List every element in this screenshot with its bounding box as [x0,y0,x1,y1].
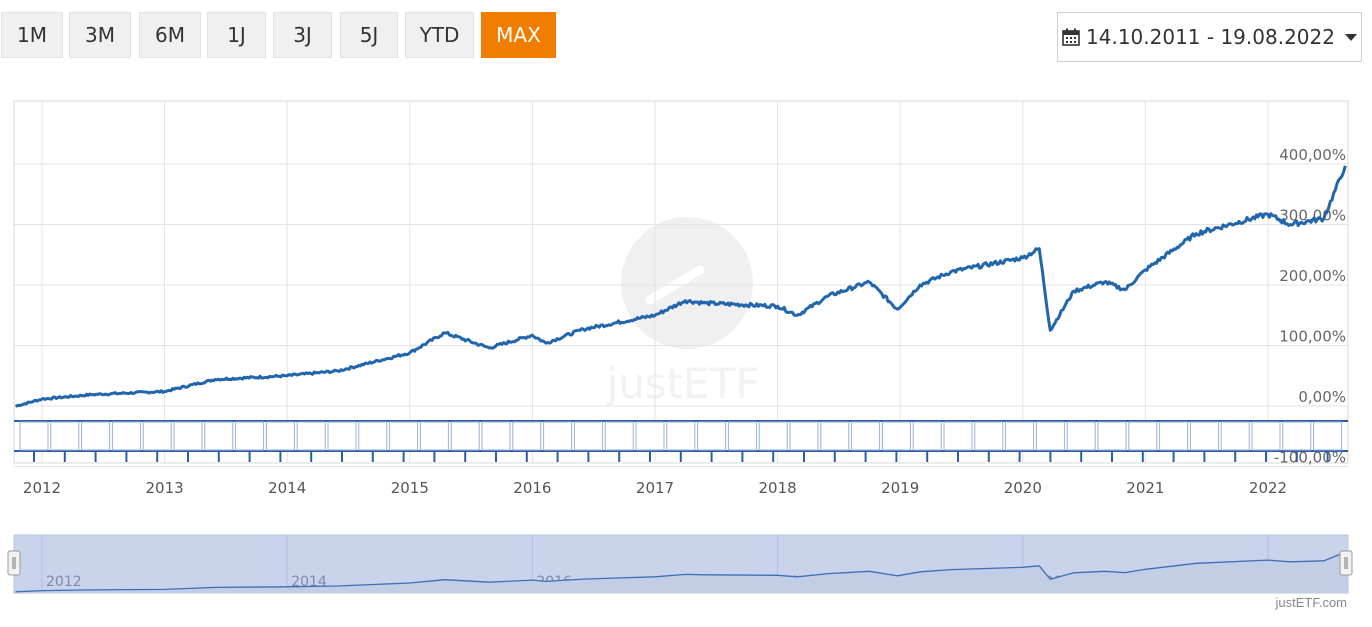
x-tick-label: 2015 [391,479,429,497]
calendar-icon [1062,28,1080,46]
distribution-flag[interactable] [204,421,234,451]
distribution-flag[interactable] [1035,421,1065,451]
navigator[interactable]: 2012 2014 2016 2018 2020 2022 [7,534,1353,594]
distribution-flag[interactable] [912,421,942,451]
navigator-tick-label: 2018 [782,574,818,590]
navigator-tick-label: 2012 [46,574,82,590]
distribution-flag[interactable] [789,421,819,451]
range-button-1j[interactable]: 1J [207,12,266,58]
distribution-flag[interactable] [296,421,326,451]
distribution-flag[interactable] [573,421,603,451]
distribution-flags [14,420,1348,462]
distribution-flag[interactable] [666,421,696,451]
distribution-flag[interactable] [635,421,665,451]
distribution-flag[interactable] [111,421,141,451]
distribution-flag[interactable] [81,421,111,451]
navigator-selection[interactable] [13,534,1349,594]
distribution-flag[interactable] [19,421,49,451]
x-tick-label: 2020 [1004,479,1042,497]
credit-link[interactable]: justETF.com [1275,595,1347,610]
x-tick-label: 2016 [513,479,551,497]
x-tick-label: 2013 [146,479,184,497]
x-tick-label: 2022 [1249,479,1287,497]
range-button-ytd[interactable]: YTD [405,12,474,58]
distribution-flag[interactable] [1220,421,1250,451]
performance-line [15,165,1347,408]
distribution-flag[interactable] [1251,421,1281,451]
distribution-flag[interactable] [881,421,911,451]
date-range-picker[interactable]: 14.10.2011 - 19.08.2022 [1057,12,1362,62]
range-button-6m[interactable]: 6M [139,12,201,58]
distribution-flag[interactable] [327,421,357,451]
date-range-text: 14.10.2011 - 19.08.2022 [1086,25,1335,49]
watermark-text: justETF [606,359,760,408]
distribution-flag[interactable] [974,421,1004,451]
distribution-flag[interactable] [481,421,511,451]
x-tick-label: 2014 [268,479,306,497]
distribution-flag[interactable] [543,421,573,451]
distribution-flag[interactable] [727,421,757,451]
distribution-flag[interactable] [1005,421,1035,451]
navigator-area [14,552,1348,593]
y-tick-label: -100,00% [1274,449,1346,467]
distribution-flag[interactable] [1066,421,1096,451]
x-tick-label: 2018 [759,479,797,497]
distribution-flag[interactable] [142,421,172,451]
distribution-flag[interactable] [358,421,388,451]
y-tick-label: 200,00% [1279,267,1346,285]
y-tick-label: 400,00% [1279,146,1346,164]
distribution-flag[interactable] [1189,421,1219,451]
distribution-flag[interactable] [1313,421,1343,451]
series-line [15,165,1347,408]
chevron-down-icon [1344,33,1357,41]
x-tick-label: 2012 [23,479,61,497]
navigator-tick-label: 2022 [1272,574,1308,590]
x-tick-label: 2021 [1126,479,1164,497]
x-axis-labels: 2012 2013 2014 2015 2016 2017 2018 2019 2020 2021… [23,479,1287,497]
distribution-flag[interactable] [697,421,727,451]
justetf-watermark: justETF [606,217,760,408]
distribution-flag[interactable] [419,421,449,451]
distribution-flag[interactable] [173,421,203,451]
distribution-flag[interactable] [235,421,265,451]
navigator-tick-label: 2020 [1027,574,1063,590]
distribution-flag[interactable] [820,421,850,451]
distribution-flag[interactable] [1159,421,1189,451]
y-axis-labels: 400,00% 300,00% 200,00% 100,00% 0,00% -100,00… [1274,146,1346,467]
navigator-handle-right[interactable] [1339,550,1353,576]
x-tick-label: 2019 [881,479,919,497]
y-tick-label: 100,00% [1279,328,1346,346]
navigator-line [15,551,1346,593]
distribution-flag[interactable] [1097,421,1127,451]
x-tick-label: 2017 [636,479,674,497]
distribution-flag[interactable] [604,421,634,451]
distribution-flag[interactable] [50,421,80,451]
range-button-3j[interactable]: 3J [273,12,332,58]
distribution-flag[interactable] [758,421,788,451]
distribution-flag[interactable] [265,421,295,451]
distribution-flag[interactable] [450,421,480,451]
range-button-1m[interactable]: 1M [1,12,63,58]
range-button-5j[interactable]: 5J [340,12,398,58]
y-tick-label: 0,00% [1298,388,1346,406]
distribution-flag[interactable] [943,421,973,451]
plot-frame [13,100,1349,464]
y-tick-label: 300,00% [1279,207,1346,225]
distribution-flag[interactable] [1128,421,1158,451]
chart-grid [14,101,1348,467]
range-button-max[interactable]: MAX [481,12,556,58]
navigator-tick-label: 2016 [536,574,572,590]
distribution-flag[interactable] [389,421,419,451]
range-button-3m[interactable]: 3M [69,12,131,58]
navigator-handle-left[interactable] [7,550,21,576]
navigator-tick-label: 2014 [291,574,327,590]
distribution-flag[interactable] [851,421,881,451]
distribution-flag[interactable] [1282,421,1312,451]
distribution-flag[interactable] [512,421,542,451]
